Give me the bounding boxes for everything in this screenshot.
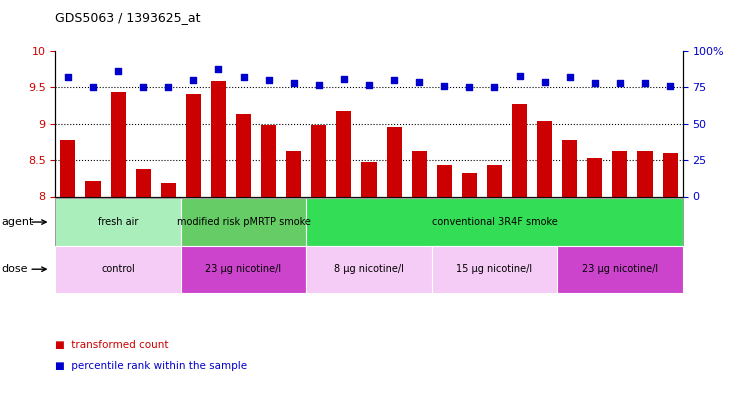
- Point: [112, 68, 124, 75]
- Bar: [462, 173, 477, 196]
- Point: [263, 77, 275, 83]
- Text: ■  percentile rank within the sample: ■ percentile rank within the sample: [55, 362, 247, 371]
- Point: [514, 73, 525, 79]
- Bar: [412, 151, 427, 196]
- Text: conventional 3R4F smoke: conventional 3R4F smoke: [432, 217, 557, 227]
- Point: [288, 80, 300, 86]
- Point: [238, 74, 249, 81]
- Bar: [286, 151, 301, 196]
- Point: [338, 75, 350, 82]
- Text: 23 μg nicotine/l: 23 μg nicotine/l: [205, 264, 282, 274]
- Bar: [186, 94, 201, 196]
- Point: [589, 80, 601, 86]
- Bar: [61, 140, 75, 196]
- Text: control: control: [101, 264, 135, 274]
- Bar: [311, 125, 326, 196]
- Bar: [236, 114, 251, 196]
- Bar: [136, 169, 151, 196]
- Bar: [512, 104, 527, 196]
- Point: [614, 80, 626, 86]
- Bar: [161, 183, 176, 196]
- Point: [413, 79, 425, 85]
- Bar: [86, 181, 100, 196]
- Bar: [437, 165, 452, 196]
- Point: [463, 84, 475, 90]
- Text: dose: dose: [1, 264, 28, 274]
- Bar: [111, 92, 125, 196]
- Point: [162, 84, 174, 90]
- Point: [489, 84, 500, 90]
- Point: [664, 83, 676, 89]
- Bar: [663, 153, 677, 196]
- Point: [62, 74, 74, 81]
- Bar: [261, 125, 276, 196]
- Point: [564, 74, 576, 81]
- Bar: [638, 151, 652, 196]
- Point: [87, 84, 99, 90]
- Bar: [537, 121, 552, 196]
- Text: fresh air: fresh air: [98, 217, 138, 227]
- Text: 8 μg nicotine/l: 8 μg nicotine/l: [334, 264, 404, 274]
- Text: ■  transformed count: ■ transformed count: [55, 340, 169, 350]
- Bar: [587, 158, 602, 196]
- Text: GDS5063 / 1393625_at: GDS5063 / 1393625_at: [55, 11, 201, 24]
- Bar: [211, 81, 226, 196]
- Bar: [562, 140, 577, 196]
- Text: agent: agent: [1, 217, 34, 227]
- Bar: [387, 127, 401, 196]
- Bar: [362, 162, 376, 196]
- Text: 23 μg nicotine/l: 23 μg nicotine/l: [582, 264, 658, 274]
- Point: [639, 80, 651, 86]
- Point: [363, 81, 375, 88]
- Point: [213, 65, 224, 72]
- Bar: [613, 151, 627, 196]
- Bar: [337, 111, 351, 196]
- Text: 15 μg nicotine/l: 15 μg nicotine/l: [456, 264, 533, 274]
- Bar: [487, 165, 502, 196]
- Point: [539, 79, 551, 85]
- Point: [137, 84, 149, 90]
- Text: modified risk pMRTP smoke: modified risk pMRTP smoke: [176, 217, 311, 227]
- Point: [187, 77, 199, 83]
- Point: [438, 83, 450, 89]
- Point: [388, 77, 400, 83]
- Point: [313, 81, 325, 88]
